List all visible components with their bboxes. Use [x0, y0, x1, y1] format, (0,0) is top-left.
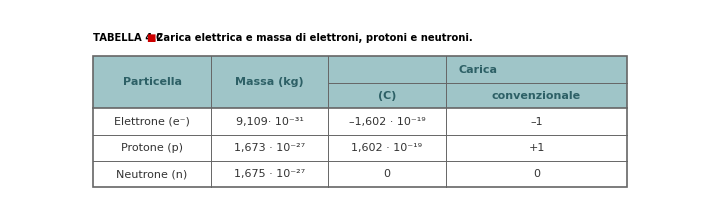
Text: Carica elettrica e massa di elettroni, protoni e neutroni.: Carica elettrica e massa di elettroni, p…: [156, 33, 472, 43]
Text: Protone (p): Protone (p): [121, 143, 183, 153]
Text: +1: +1: [528, 143, 545, 153]
Text: ■: ■: [147, 33, 160, 43]
Text: Neutrone (n): Neutrone (n): [117, 169, 188, 179]
Text: 9,109· 10⁻³¹: 9,109· 10⁻³¹: [236, 117, 304, 127]
Bar: [93, 135, 627, 161]
Text: Elettrone (e⁻): Elettrone (e⁻): [114, 117, 190, 127]
Text: Massa (kg): Massa (kg): [236, 77, 304, 87]
Text: (C): (C): [378, 91, 396, 101]
Text: Carica: Carica: [458, 65, 497, 75]
Bar: [93, 108, 627, 135]
Text: –1,602 · 10⁻¹⁹: –1,602 · 10⁻¹⁹: [349, 117, 425, 127]
Text: convenzionale: convenzionale: [492, 91, 581, 101]
Bar: [93, 161, 627, 187]
Text: 0: 0: [533, 169, 540, 179]
Text: 1,602 · 10⁻¹⁹: 1,602 · 10⁻¹⁹: [352, 143, 423, 153]
Bar: [93, 56, 627, 187]
Text: 0: 0: [383, 169, 390, 179]
Bar: [93, 56, 627, 108]
Text: 1,675 · 10⁻²⁷: 1,675 · 10⁻²⁷: [234, 169, 305, 179]
Text: TABELLA 4.2: TABELLA 4.2: [93, 33, 167, 43]
Text: Particella: Particella: [122, 77, 181, 87]
Text: 1,673 · 10⁻²⁷: 1,673 · 10⁻²⁷: [234, 143, 305, 153]
Text: –1: –1: [530, 117, 543, 127]
